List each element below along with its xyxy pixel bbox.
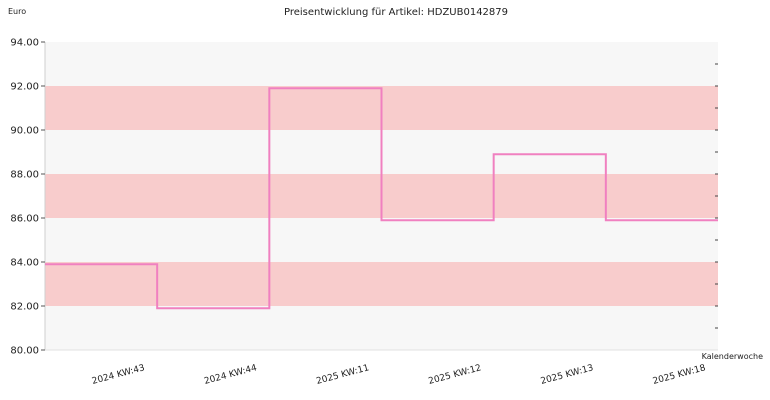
background-band bbox=[45, 306, 718, 350]
data-point bbox=[100, 263, 102, 265]
y-tick-label: 84.00 bbox=[10, 258, 39, 269]
y-axis-label: Euro bbox=[8, 7, 26, 16]
y-tick-label: 94.00 bbox=[10, 38, 39, 49]
x-tick-label: 2024 KW:43 bbox=[91, 363, 146, 387]
data-point bbox=[549, 153, 551, 155]
y-tick-label: 92.00 bbox=[10, 82, 39, 93]
background-band bbox=[45, 262, 718, 306]
chart-title: Preisentwicklung für Artikel: HDZUB01428… bbox=[284, 7, 508, 18]
x-tick-label: 2025 KW:12 bbox=[427, 363, 482, 387]
data-point bbox=[437, 219, 439, 221]
x-axis-label: Kalenderwoche bbox=[702, 352, 763, 361]
data-point bbox=[661, 219, 663, 221]
y-tick-label: 90.00 bbox=[10, 126, 39, 137]
price-step-line bbox=[45, 87, 718, 310]
data-point bbox=[212, 307, 214, 309]
x-axis-ticks: 2024 KW:43 2024 KW:44 2025 KW:11 2025 KW:12… bbox=[91, 363, 707, 387]
y-tick-label: 80.00 bbox=[10, 346, 39, 357]
y-tick-label: 82.00 bbox=[10, 302, 39, 313]
x-tick-label: 2025 KW:13 bbox=[540, 363, 595, 387]
background-band bbox=[45, 218, 718, 262]
y-axis-ticks: 80.00 82.00 84.00 86.00 88.00 90.00 92.00 94.00 bbox=[10, 38, 45, 357]
right-axis-ticks bbox=[715, 63, 718, 329]
y-tick-label: 88.00 bbox=[10, 170, 39, 181]
x-tick-label: 2025 KW:18 bbox=[652, 363, 707, 387]
y-tick-label: 86.00 bbox=[10, 214, 39, 225]
x-tick-label: 2025 KW:11 bbox=[315, 363, 370, 387]
x-tick-label: 2024 KW:44 bbox=[203, 363, 258, 387]
plot-frame bbox=[44, 42, 718, 351]
data-point bbox=[324, 87, 326, 89]
price-series bbox=[45, 87, 718, 310]
background-band bbox=[45, 42, 718, 86]
